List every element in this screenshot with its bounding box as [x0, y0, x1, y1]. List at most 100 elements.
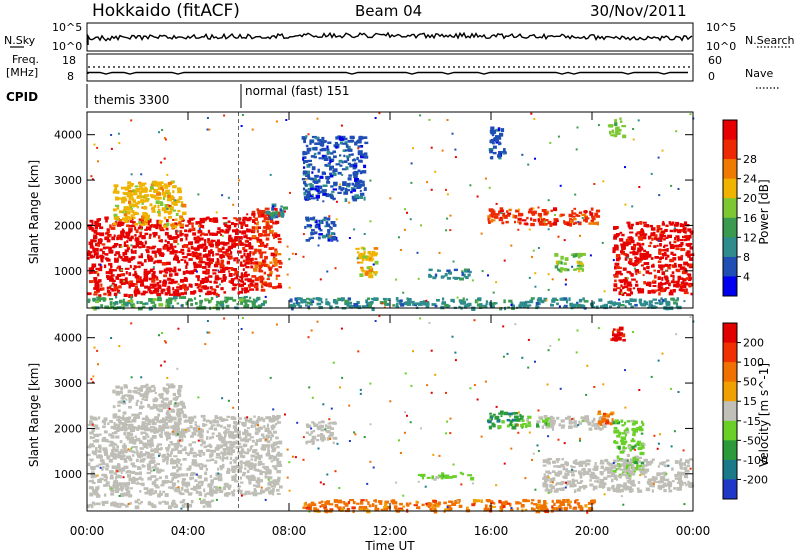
scatter-cell: [238, 284, 244, 287]
scatter-cell: [621, 286, 625, 290]
scatter-cell: [276, 445, 280, 449]
scatter-cell: [242, 268, 245, 271]
scatter-cell: [124, 303, 129, 307]
scatter-cell: [188, 492, 192, 496]
scatter-cell: [452, 276, 455, 279]
scatter-cell: [126, 224, 130, 227]
scatter-cell: [122, 298, 125, 303]
scatter-cell: [249, 237, 252, 241]
isolated-echo: [353, 228, 356, 231]
scatter-cell: [332, 422, 337, 425]
scatter-cell: [191, 418, 194, 423]
scatter-cell: [264, 255, 268, 260]
scatter-cell: [142, 182, 147, 185]
scatter-cell: [278, 452, 283, 457]
scatter-cell: [98, 267, 103, 272]
scatter-cell: [134, 265, 137, 269]
scatter-cell: [138, 412, 142, 415]
scatter-cell: [345, 166, 349, 170]
scatter-cell: [233, 459, 237, 464]
scatter-cell: [142, 442, 147, 447]
scatter-cell: [350, 191, 353, 194]
scatter-cell: [90, 465, 93, 469]
scatter-cell: [276, 233, 281, 238]
scatter-cell: [217, 476, 221, 479]
scatter-cell: [434, 304, 438, 308]
scatter-cell: [630, 305, 634, 308]
scatter-cell: [444, 303, 449, 307]
scatter-cell: [261, 471, 266, 474]
scatter-cell: [361, 254, 366, 257]
scatter-cell: [177, 260, 181, 264]
scatter-cell: [373, 297, 378, 301]
scatter-cell: [253, 268, 258, 272]
scatter-cell: [166, 241, 170, 245]
scatter-cell: [117, 419, 122, 424]
scatter-cell: [215, 242, 220, 246]
nave-label: Nave: [745, 67, 773, 80]
isolated-echo: [597, 124, 600, 127]
scatter-cell: [448, 271, 452, 275]
scatter-cell: [588, 222, 593, 225]
scatter-cell: [689, 257, 693, 261]
scatter-cell: [314, 142, 320, 145]
scatter-cell: [127, 389, 132, 394]
scatter-cell: [231, 492, 235, 497]
scatter-cell: [320, 301, 324, 304]
scatter-cell: [217, 248, 221, 253]
scatter-cell: [89, 244, 92, 249]
isolated-echo: [356, 257, 359, 260]
scatter-cell: [276, 421, 281, 424]
scatter-cell: [492, 145, 497, 149]
scatter-cell: [89, 251, 93, 254]
scatter-cell: [228, 245, 233, 250]
scatter-cell: [158, 303, 164, 307]
scatter-cell: [674, 477, 679, 480]
scatter-cell: [634, 303, 638, 307]
scatter-cell: [535, 302, 539, 306]
scatter-cell: [224, 433, 227, 437]
scatter-cell: [145, 433, 149, 436]
scatter-cell: [166, 409, 170, 414]
scatter-cell: [222, 453, 227, 456]
scatter-cell: [127, 235, 130, 240]
scatter-cell: [162, 500, 166, 503]
scatter-cell: [265, 233, 271, 237]
scatter-cell: [97, 223, 101, 227]
scatter-cell: [382, 297, 387, 300]
scatter-cell: [159, 434, 163, 438]
scatter-cell: [489, 415, 494, 418]
isolated-echo: [452, 260, 455, 263]
scatter-cell: [159, 229, 165, 232]
scatter-cell: [358, 183, 364, 186]
scatter-cell: [128, 405, 132, 409]
scatter-cell: [675, 302, 679, 306]
scatter-cell: [238, 236, 243, 240]
scatter-cell: [556, 263, 559, 266]
scatter-cell: [228, 256, 233, 259]
scatter-cell: [326, 430, 331, 434]
scatter-cell: [689, 230, 694, 234]
scatter-cell: [160, 252, 164, 255]
scatter-cell: [489, 412, 492, 415]
scatter-cell: [195, 430, 199, 433]
scatter-cell: [663, 245, 666, 248]
scatter-cell: [612, 250, 616, 254]
scatter-cell: [147, 270, 151, 274]
scatter-cell: [257, 469, 262, 472]
scatter-cell: [154, 303, 157, 308]
isolated-echo: [484, 177, 487, 180]
scatter-cell: [315, 194, 320, 199]
scatter-cell: [275, 436, 279, 440]
scatter-cell: [687, 263, 690, 267]
scatter-cell: [114, 186, 118, 190]
scatter-cell: [303, 181, 306, 184]
isolated-echo: [326, 270, 329, 273]
scatter-cell: [109, 285, 112, 289]
scatter-cell: [110, 274, 115, 277]
scatter-cell: [238, 298, 244, 302]
scatter-cell: [669, 222, 674, 226]
scatter-cell: [200, 220, 205, 224]
scatter-cell: [653, 237, 658, 240]
scatter-cell: [304, 189, 308, 193]
